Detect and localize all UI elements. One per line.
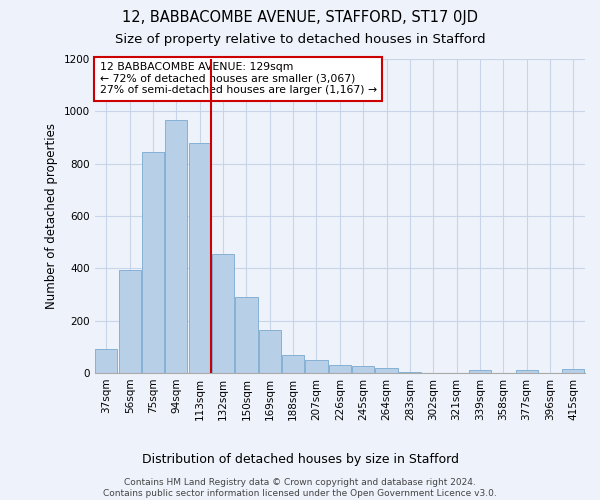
Text: Size of property relative to detached houses in Stafford: Size of property relative to detached ho… [115,32,485,46]
Y-axis label: Number of detached properties: Number of detached properties [45,123,58,309]
Bar [282,354,304,373]
Bar [259,330,281,373]
Bar [562,369,584,373]
Bar [212,254,234,373]
Bar [119,270,141,373]
Bar [399,372,421,373]
Bar [142,152,164,373]
Bar [165,120,187,373]
Text: 12 BABBACOMBE AVENUE: 129sqm
← 72% of detached houses are smaller (3,067)
27% of: 12 BABBACOMBE AVENUE: 129sqm ← 72% of de… [100,62,377,96]
Bar [469,370,491,373]
Bar [352,366,374,373]
Bar [329,364,351,373]
Text: 12, BABBACOMBE AVENUE, STAFFORD, ST17 0JD: 12, BABBACOMBE AVENUE, STAFFORD, ST17 0J… [122,10,478,25]
Bar [235,297,257,373]
Bar [515,370,538,373]
Bar [376,368,398,373]
Bar [188,142,211,373]
Bar [95,350,118,373]
Bar [305,360,328,373]
Text: Contains HM Land Registry data © Crown copyright and database right 2024.
Contai: Contains HM Land Registry data © Crown c… [103,478,497,498]
Text: Distribution of detached houses by size in Stafford: Distribution of detached houses by size … [142,452,458,466]
